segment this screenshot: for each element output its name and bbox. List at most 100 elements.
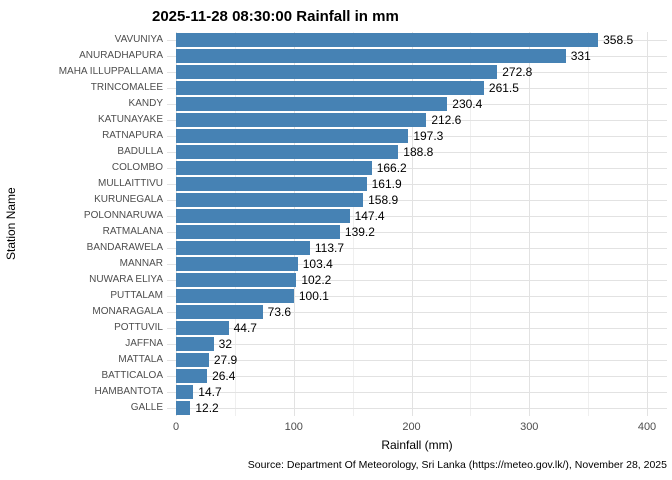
y-tick-label: NUWARA ELIYA bbox=[89, 274, 163, 285]
bar bbox=[176, 241, 310, 255]
category-gridline bbox=[167, 312, 667, 313]
minor-gridline bbox=[352, 32, 354, 416]
y-tick-label: RATNAPURA bbox=[102, 130, 163, 141]
major-gridline bbox=[176, 32, 177, 416]
bar-value-label: 212.6 bbox=[431, 113, 462, 127]
category-gridline bbox=[167, 200, 667, 201]
y-tick-label: RATMALANA bbox=[102, 226, 163, 237]
y-tick-label: KATUNAYAKE bbox=[97, 114, 163, 125]
y-tick-label: MONARAGALA bbox=[92, 306, 163, 317]
bar bbox=[176, 273, 297, 287]
bar bbox=[176, 97, 448, 111]
bar bbox=[176, 385, 194, 399]
major-gridline bbox=[293, 32, 295, 416]
y-tick-label: ANURADHAPURA bbox=[79, 50, 163, 61]
y-tick-label: MULLAITTIVU bbox=[97, 178, 163, 189]
chart-title: 2025-11-28 08:30:00 Rainfall in mm bbox=[152, 8, 399, 25]
bar-value-label: 32 bbox=[218, 337, 233, 351]
bar bbox=[176, 145, 399, 159]
minor-gridline bbox=[588, 32, 590, 416]
bar bbox=[176, 161, 372, 175]
x-tick-label: 400 bbox=[637, 421, 657, 433]
bar-value-label: 272.8 bbox=[502, 65, 533, 79]
bar bbox=[176, 81, 484, 95]
bar bbox=[176, 225, 340, 239]
bar bbox=[176, 337, 214, 351]
minor-gridline bbox=[234, 32, 236, 416]
y-tick-label: KURUNEGALA bbox=[94, 194, 163, 205]
category-gridline bbox=[167, 408, 667, 409]
category-gridline bbox=[167, 152, 667, 153]
bar-value-label: 73.6 bbox=[267, 305, 292, 319]
major-gridline bbox=[529, 32, 531, 416]
bar bbox=[176, 321, 229, 335]
bar-value-label: 103.4 bbox=[302, 257, 333, 271]
bar bbox=[176, 193, 364, 207]
y-tick-label: HAMBANTOTA bbox=[94, 386, 163, 397]
y-tick-label: BANDARAWELA bbox=[86, 242, 163, 253]
bar-value-label: 44.7 bbox=[233, 321, 257, 335]
category-gridline bbox=[167, 184, 667, 185]
y-tick-label: BADULLA bbox=[117, 146, 163, 157]
y-axis-tick-labels: VAVUNIYA ANURADHAPURA MAHA ILLUPPALLAMA TRI… bbox=[0, 32, 163, 416]
bar-value-label: 26.4 bbox=[212, 369, 236, 383]
bar bbox=[176, 33, 599, 47]
bar-value-label: 27.9 bbox=[213, 353, 238, 367]
bar bbox=[176, 129, 409, 143]
category-gridline bbox=[167, 344, 667, 345]
bar-value-label: 358.5 bbox=[603, 33, 634, 47]
plot-panel: 358.5 331 272.8 261.5 230.4 212.6 197.3 188.8 16… bbox=[167, 32, 667, 416]
bar-value-label: 230.4 bbox=[452, 97, 483, 111]
category-gridline bbox=[167, 376, 667, 377]
bar-value-label: 147.4 bbox=[354, 209, 385, 223]
category-gridline bbox=[167, 392, 667, 393]
y-tick-label: POLONNARUWA bbox=[83, 210, 163, 221]
y-tick-label: VAVUNIYA bbox=[114, 34, 163, 45]
bar-value-label: 161.9 bbox=[371, 177, 402, 191]
bar-value-label: 113.7 bbox=[314, 241, 345, 255]
bar-value-label: 14.7 bbox=[198, 385, 222, 399]
y-tick-label: COLOMBO bbox=[111, 162, 163, 173]
bar bbox=[176, 353, 209, 367]
bar-value-label: 261.5 bbox=[488, 81, 519, 95]
major-gridline bbox=[411, 32, 413, 416]
x-axis-tick-labels: 0 100 200 300 400 bbox=[167, 416, 667, 433]
y-tick-label: JAFFNA bbox=[125, 338, 163, 349]
bar bbox=[176, 113, 427, 127]
y-tick-label: PUTTALAM bbox=[110, 290, 163, 301]
y-tick-label: MANNAR bbox=[119, 258, 163, 269]
y-tick-label: TRINCOMALEE bbox=[90, 82, 163, 93]
x-tick-label: 300 bbox=[520, 421, 539, 433]
category-gridline bbox=[167, 264, 667, 265]
bar-value-label: 331 bbox=[570, 49, 591, 63]
x-tick-label: 0 bbox=[172, 421, 180, 433]
y-tick-label: GALLE bbox=[130, 402, 163, 413]
bar-value-label: 158.9 bbox=[368, 193, 399, 207]
category-gridline bbox=[167, 360, 667, 361]
bar bbox=[176, 305, 263, 319]
bar-value-label: 100.1 bbox=[298, 289, 329, 303]
category-gridline bbox=[167, 168, 667, 169]
x-axis-title: Rainfall (mm) bbox=[381, 438, 453, 452]
major-gridline bbox=[647, 32, 648, 416]
category-gridline bbox=[167, 232, 667, 233]
category-gridline bbox=[167, 136, 667, 137]
source-caption: Source: Department Of Meteorology, Sri L… bbox=[247, 459, 667, 471]
bar-value-label: 139.2 bbox=[344, 225, 375, 239]
bar-value-label: 197.3 bbox=[413, 129, 444, 143]
bar bbox=[176, 257, 298, 271]
y-tick-label: MATTALA bbox=[118, 354, 163, 365]
bar-value-label: 188.8 bbox=[403, 145, 434, 159]
x-tick-label: 200 bbox=[402, 421, 421, 433]
category-gridline bbox=[167, 248, 667, 249]
y-tick-label: KANDY bbox=[128, 98, 163, 109]
bar-value-label: 102.2 bbox=[301, 273, 332, 287]
bar bbox=[176, 289, 294, 303]
bar bbox=[176, 209, 350, 223]
minor-gridline bbox=[470, 32, 472, 416]
y-tick-label: POTTUVIL bbox=[114, 322, 163, 333]
bar bbox=[176, 65, 498, 79]
bar-value-label: 166.2 bbox=[376, 161, 407, 175]
bar bbox=[176, 401, 191, 415]
